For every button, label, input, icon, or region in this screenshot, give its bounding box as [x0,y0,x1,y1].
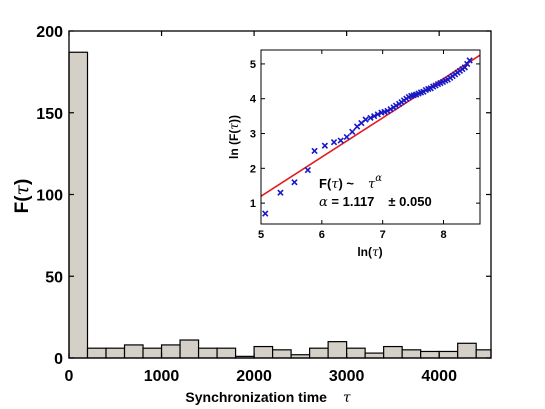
inset-data-point [321,142,329,149]
inset-annotation-alpha: α = 1.117 ± 0.050 [319,194,432,210]
inset-data-point [392,102,400,109]
main-x-tick-label: 3000 [329,368,365,385]
main-y-tick-label: 150 [36,106,63,123]
inset-data-point [349,128,356,135]
inset-data-point [370,112,378,120]
main-y-axis-label: F(τ) [11,179,33,214]
inset-x-axis-label-close: ) [379,245,383,259]
main-x-tick-label: 0 [65,368,74,385]
annotation-power-base: τ [368,177,376,192]
main-histogram: 0 1000 2000 3000 4000 0 50 100 150 200 Synchroni… [11,24,492,406]
inset-data-point [304,166,312,174]
annotation-alpha-symbol: α [319,195,328,210]
inset-y-ticks: 1 2 3 4 5 [250,59,480,210]
inset-points-group [262,57,473,217]
histogram-bar [68,51,89,359]
histogram-bar [86,347,107,359]
inset-x-ticks: 5 6 7 8 [258,50,447,241]
histogram-bar [346,347,366,359]
inset-y-axis-label: ln (F(τ)) [227,115,241,159]
histogram-bar [123,344,144,359]
histogram-bar [105,347,126,359]
histogram-bar [457,342,477,359]
histogram-bar [401,349,422,359]
main-x-axis-label: Synchronization time τ [185,389,350,406]
inset-data-point [343,133,350,141]
inset-data-point [362,116,369,123]
inset-y-axis-label-symbol: τ [227,123,241,130]
inset-data-point [374,111,381,118]
inset-data-point [330,139,338,146]
inset-data-point [466,57,473,64]
inset-data-point [337,137,344,144]
annotation-symbol: τ [331,177,339,192]
inset-plot-frame [260,49,481,225]
annotation-text: F( [319,176,332,191]
histogram-bar [160,344,181,359]
inset-data-point [277,189,284,196]
inset-x-tick-label: 5 [258,229,264,241]
inset-y-tick-label: 1 [250,198,256,210]
main-x-tick-label: 1000 [144,368,180,385]
inset-y-axis-label-close: )) [227,115,241,123]
histogram-bar [420,350,440,359]
inset-data-point [367,114,374,122]
histogram-bar [216,347,237,359]
inset-data-point [311,147,318,155]
annotation-alpha-error: ± 0.050 [388,194,431,209]
annotation-mid: ) ~ [338,176,354,191]
histogram-bar [438,350,459,359]
inset-x-tick-label: 8 [440,229,446,241]
main-y-tick-label: 100 [36,188,63,205]
inset-y-tick-label: 3 [250,129,256,141]
histogram-bar [327,341,348,359]
inset-x-axis-label-symbol: τ [372,245,379,259]
inset-data-point [262,210,269,217]
inset-x-tick-label: 6 [319,229,325,241]
inset-x-axis-label-text: ln( [357,245,372,259]
main-y-tick-label: 50 [45,269,63,286]
inset-annotation-power-law: F(τ) ~ τα [319,173,382,192]
histogram-bar [271,349,292,359]
inset-y-tick-label: 2 [250,163,256,175]
histogram-bar [197,347,218,359]
main-x-tick-label: 4000 [421,368,457,385]
inset-y-tick-label: 4 [250,94,257,106]
main-y-ticks: 0 50 100 150 200 [36,24,491,368]
histogram-bar [142,347,163,359]
main-x-ticks: 0 1000 2000 3000 4000 [65,31,457,385]
main-y-axis-label-symbol: τ [11,184,33,195]
inset-data-point [291,179,298,186]
inset-x-axis-label: ln(τ) [357,245,382,259]
histogram-bar [364,352,385,359]
histogram-bar [253,345,274,359]
main-x-axis-label-symbol: τ [343,390,351,406]
annotation-alpha-value: = 1.117 [328,194,375,209]
inset-data-point [384,107,391,115]
main-x-tick-label: 2000 [236,368,272,385]
histogram-bar [475,349,492,359]
histogram-bar [383,345,403,359]
main-x-axis-label-text: Synchronization time [185,389,327,405]
annotation-power-exp: α [375,173,382,184]
main-y-tick-label: 0 [54,351,63,368]
main-y-tick-label: 200 [36,24,63,41]
inset-y-tick-label: 5 [250,59,256,71]
inset-y-axis-label-text: ln (F( [227,130,241,159]
histogram-bar [309,347,329,359]
main-y-axis-label-text: F( [12,195,33,214]
histogram-bar [179,339,200,359]
inset-data-point [387,105,394,113]
inset-x-tick-label: 7 [380,229,386,241]
main-y-axis-label-close: ) [12,179,33,185]
main-bars-group [68,51,492,359]
